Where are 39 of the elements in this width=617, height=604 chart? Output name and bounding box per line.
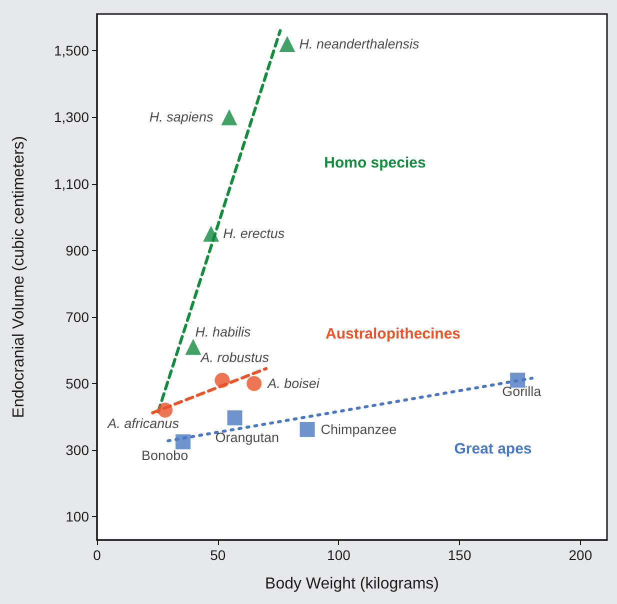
- y-tick-label: 900: [66, 242, 90, 258]
- y-tick-label: 500: [66, 376, 90, 392]
- annotation: Bonobo: [142, 448, 188, 463]
- point: [214, 372, 230, 388]
- text: Homo species: [324, 154, 426, 172]
- y-tick-label: 300: [66, 442, 90, 458]
- annotation: A. robustus: [200, 350, 270, 366]
- y-tick-label: 100: [66, 508, 90, 525]
- x-tick-label: 150: [448, 547, 472, 563]
- point: [185, 338, 202, 355]
- annotation: H. erectus: [223, 226, 285, 242]
- point: [221, 109, 238, 126]
- y-tick-label: 1,100: [54, 176, 90, 192]
- y-tick-label: 1,500: [54, 42, 90, 59]
- point: [158, 402, 173, 418]
- x-tick-label: 0: [93, 547, 102, 563]
- point: [227, 410, 242, 426]
- y-tick-label: 700: [66, 308, 90, 325]
- annotation: H. sapiens: [149, 110, 214, 125]
- text: Australopithecines: [325, 326, 461, 342]
- annotation: Chimpanzee: [320, 422, 397, 437]
- annotation: A. boisei: [266, 376, 320, 392]
- point: [203, 226, 220, 242]
- annotation: H. habilis: [195, 324, 251, 340]
- x-tick-label: 50: [210, 547, 226, 563]
- annotation: A. africanus: [106, 416, 180, 432]
- text: Great apes: [454, 440, 532, 458]
- annotation: H. neanderthalensis: [299, 36, 420, 52]
- point: [279, 36, 296, 52]
- point: [176, 434, 191, 450]
- point: [246, 376, 262, 392]
- x-tick-label: 100: [327, 547, 351, 563]
- x-tick-label: 200: [568, 547, 592, 563]
- annotation: Orangutan: [215, 430, 280, 445]
- point: [300, 422, 315, 437]
- x-axis-title: Body Weight (kilograms): [265, 576, 439, 592]
- annotation: Gorilla: [502, 384, 542, 400]
- y-axis-title: Endocranial Volume (cubic centimeters): [10, 136, 28, 418]
- y-tick-label: 1,300: [54, 109, 90, 126]
